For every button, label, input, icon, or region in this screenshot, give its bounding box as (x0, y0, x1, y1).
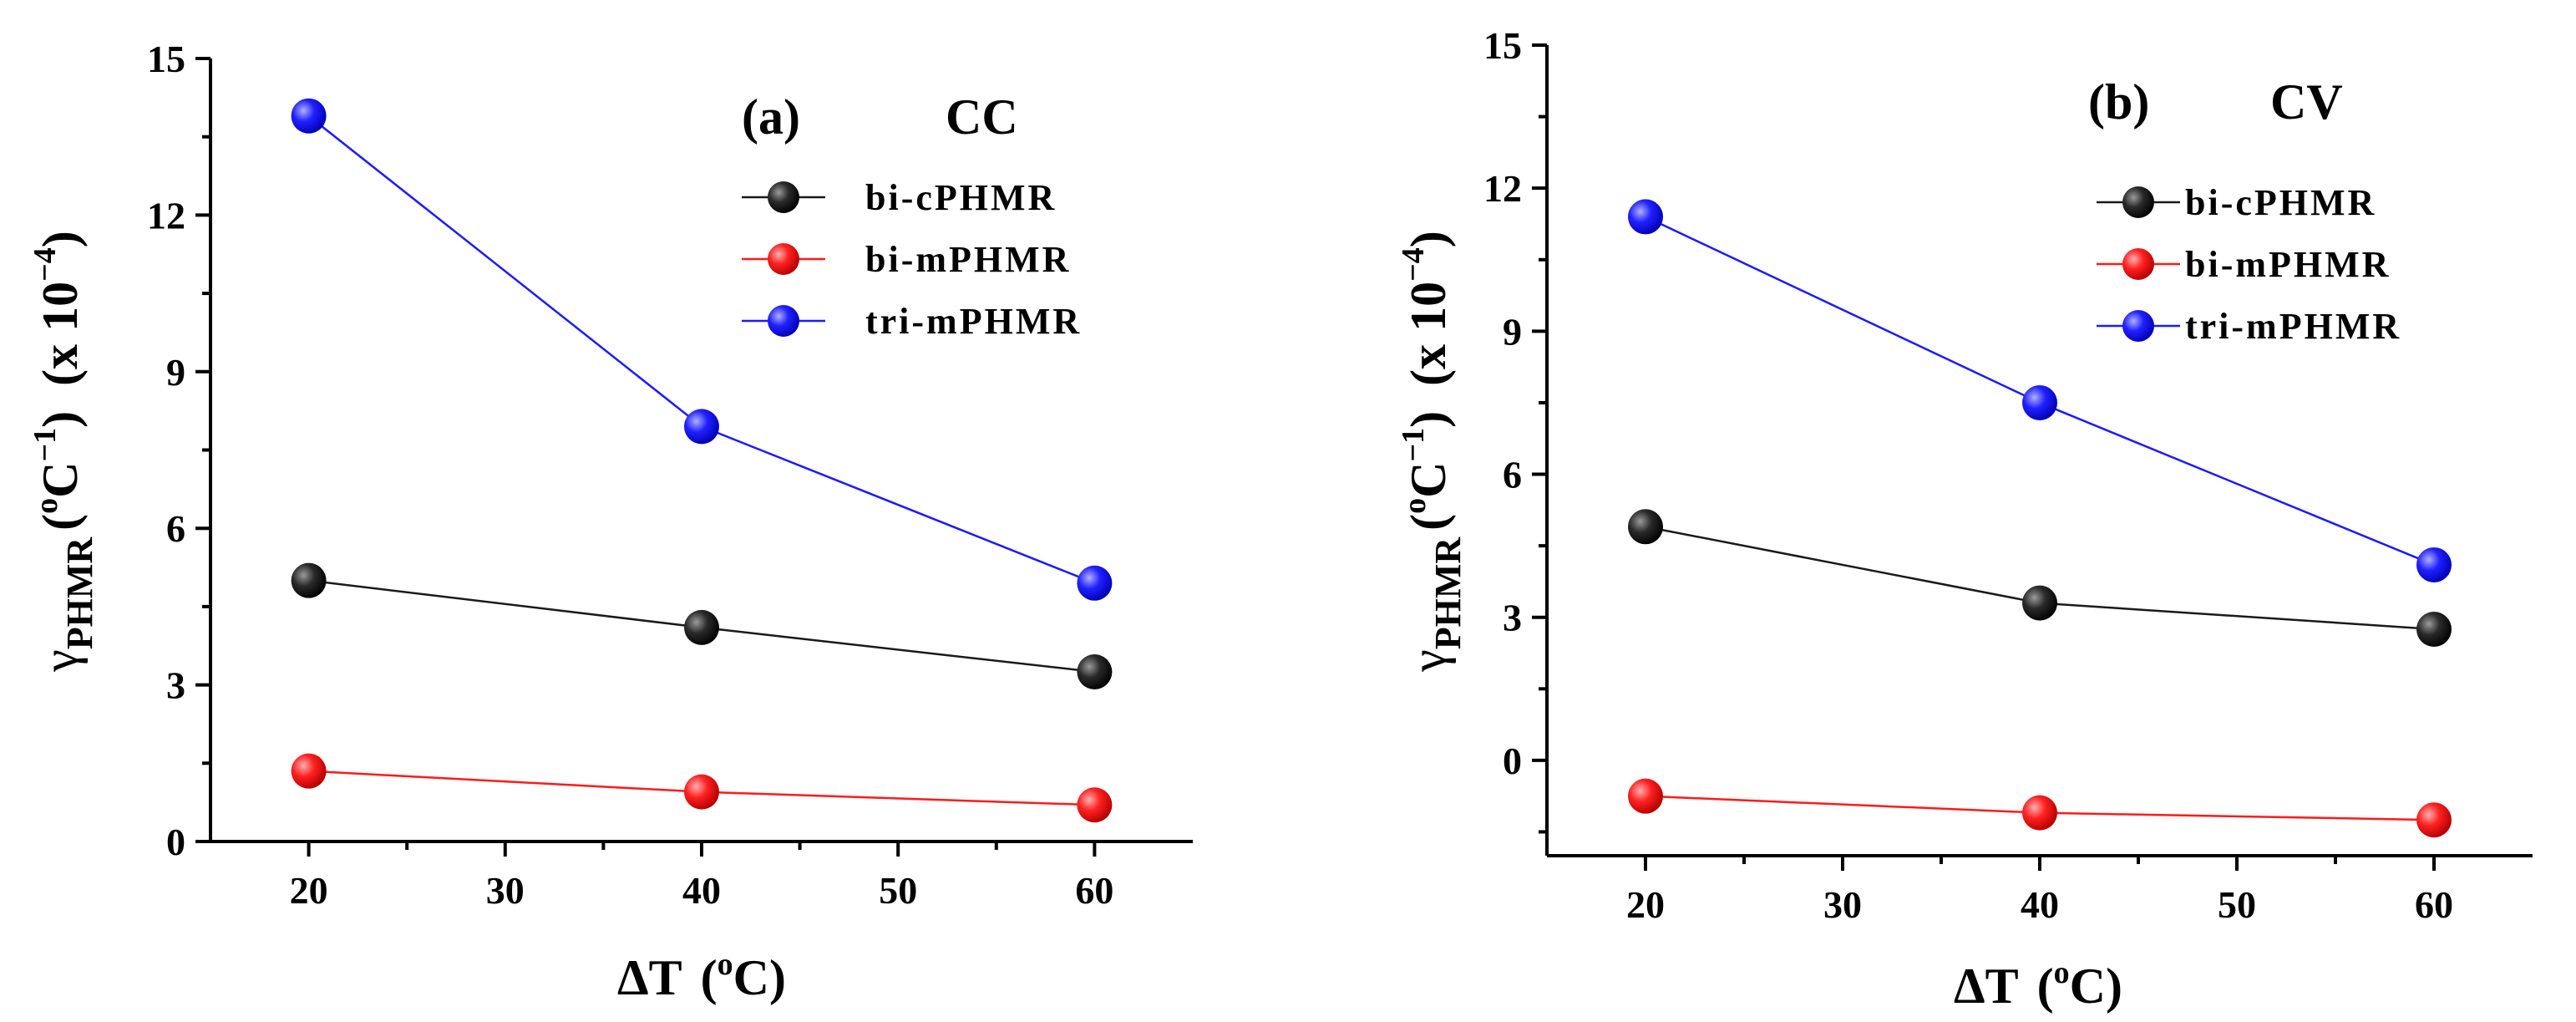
x-tick-label: 40 (2021, 883, 2059, 926)
data-point-bi-mPHMR (684, 774, 719, 810)
y-tick-label: 9 (166, 351, 185, 394)
data-point-bi-mPHMR (291, 753, 327, 789)
x-tick-label: 60 (1075, 869, 1113, 912)
y-tick-label: 12 (147, 194, 185, 236)
x-tick-label: 40 (682, 869, 721, 912)
y-tick-label: 0 (166, 821, 185, 863)
x-tick-label: 20 (290, 869, 328, 912)
chart-panel-a: 20 30 40 50 60 0 3 6 9 12 15 bi-cPHMR bi-mPHMR tri-mP… (28, 38, 1193, 1005)
y-tick-label: 0 (1503, 740, 1522, 782)
legend-label: tri-mPHMR (2185, 306, 2401, 347)
legend-marker-bi-mPHMR (768, 243, 799, 275)
legend-label: bi-cPHMR (865, 177, 1057, 218)
data-point-tri-mPHMR (1077, 565, 1113, 601)
x-axis-label: ΔT (oC) (1954, 955, 2122, 1014)
legend-label: bi-cPHMR (2185, 182, 2376, 223)
legend-marker-bi-cPHMR (768, 181, 799, 213)
x-tick-label: 60 (2415, 883, 2453, 926)
panel-label: (b) (2088, 74, 2149, 130)
data-point-bi-cPHMR (684, 609, 719, 645)
x-tick-label: 50 (879, 869, 917, 912)
legend-marker-bi-mPHMR (2122, 248, 2154, 280)
data-point-bi-mPHMR (1077, 787, 1113, 823)
legend-marker-bi-cPHMR (2122, 186, 2154, 218)
data-point-bi-cPHMR (1628, 509, 1663, 545)
data-point-tri-mPHMR (1628, 199, 1663, 235)
y-axis-label: γPHMR(oC−1)(x 10−4) (1396, 231, 1468, 673)
y-tick-label: 12 (1483, 167, 1522, 210)
x-tick-label: 30 (486, 869, 525, 912)
y-tick-label: 15 (1483, 24, 1522, 67)
data-point-bi-mPHMR (2416, 802, 2452, 838)
chart-panel-b: 20 30 40 50 60 0 3 6 9 12 15 bi-cPHMR bi-mPHMR tri-mP… (1396, 24, 2533, 1014)
x-tick-label: 50 (2218, 883, 2256, 926)
chart-title: CC (946, 89, 1018, 145)
legend-label: bi-mPHMR (865, 239, 1071, 280)
data-point-tri-mPHMR (684, 409, 719, 445)
data-point-tri-mPHMR (2416, 547, 2452, 582)
legend-label: tri-mPHMR (865, 301, 1082, 342)
panel-label: (a) (742, 89, 800, 145)
x-axis-label: ΔT (oC) (617, 947, 786, 1005)
y-tick-label: 3 (1503, 597, 1522, 639)
data-point-tri-mPHMR (2022, 384, 2057, 420)
data-point-bi-cPHMR (2022, 585, 2057, 621)
legend-label: bi-mPHMR (2185, 244, 2391, 285)
y-tick-label: 6 (166, 507, 185, 550)
data-point-tri-mPHMR (291, 98, 327, 134)
y-tick-label: 3 (166, 664, 185, 707)
y-axis-label: γPHMR(oC−1)(x 10−4) (28, 231, 100, 673)
x-tick-label: 30 (1823, 883, 1862, 926)
x-tick-label: 20 (1626, 883, 1665, 926)
data-point-bi-mPHMR (2022, 795, 2057, 831)
data-point-bi-mPHMR (1628, 778, 1663, 814)
legend-marker-tri-mPHMR (2122, 310, 2154, 342)
y-tick-label: 6 (1503, 454, 1522, 496)
data-point-bi-cPHMR (1077, 653, 1113, 689)
data-point-bi-cPHMR (2416, 611, 2452, 647)
chart-title: CV (2270, 74, 2343, 130)
data-point-bi-cPHMR (291, 562, 327, 598)
y-tick-label: 15 (147, 38, 185, 80)
y-tick-label: 9 (1503, 310, 1522, 353)
legend-marker-tri-mPHMR (768, 305, 799, 337)
